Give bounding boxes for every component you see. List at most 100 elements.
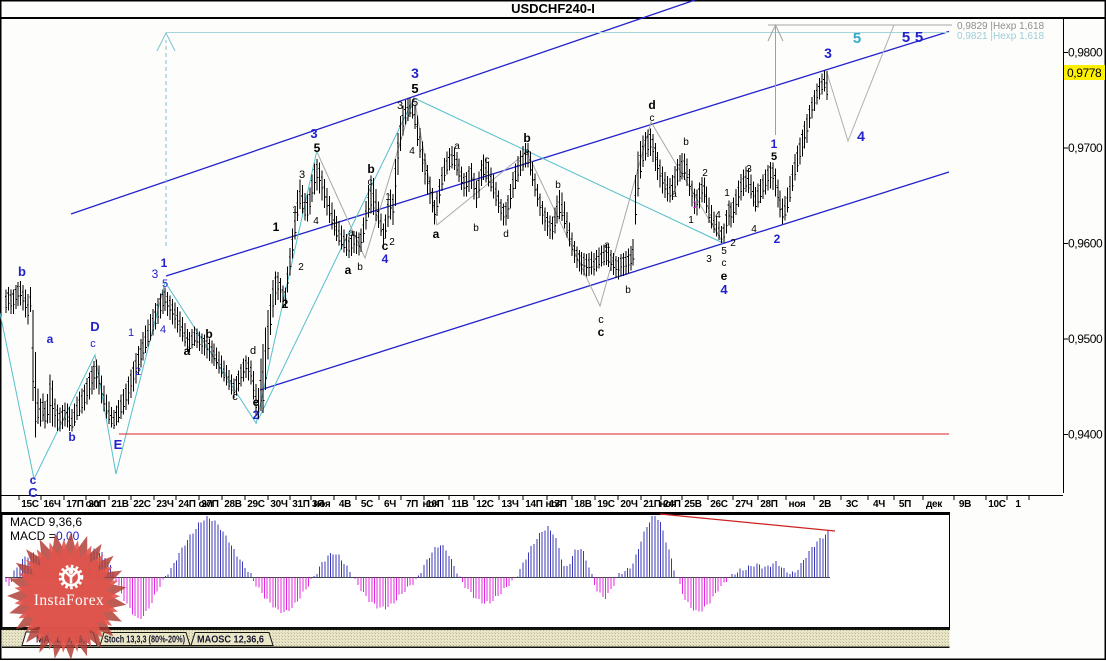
svg-text:USDCHF240-I: USDCHF240-I	[511, 1, 595, 16]
svg-text:3: 3	[824, 45, 832, 61]
svg-text:10С: 10С	[988, 499, 1006, 510]
svg-text:2: 2	[282, 297, 289, 311]
svg-text:2: 2	[135, 366, 141, 378]
svg-text:17П: 17П	[66, 499, 84, 510]
svg-text:0,9700: 0,9700	[1068, 141, 1103, 155]
svg-text:5: 5	[853, 30, 861, 47]
svg-text:30Ч: 30Ч	[270, 499, 288, 510]
svg-text:b: b	[367, 162, 374, 176]
svg-text:b: b	[523, 131, 530, 145]
svg-text:3: 3	[746, 164, 752, 175]
svg-text:0,9778: 0,9778	[1067, 66, 1102, 80]
svg-text:1: 1	[771, 137, 778, 151]
svg-text:17П: 17П	[549, 499, 567, 510]
svg-text:e: e	[253, 395, 260, 409]
svg-text:6Ч: 6Ч	[384, 499, 396, 510]
svg-text:4: 4	[313, 216, 319, 227]
svg-text:20П: 20П	[88, 499, 106, 510]
svg-text:Stoch 13,3,3 (80%-20%): Stoch 13,3,3 (80%-20%)	[104, 635, 185, 646]
svg-text:c: c	[485, 155, 490, 166]
svg-text:c: c	[598, 325, 605, 339]
svg-text:3: 3	[310, 126, 317, 141]
svg-text:ноя: ноя	[546, 499, 563, 510]
svg-text:MACD =: MACD =	[10, 529, 56, 543]
svg-text:3: 3	[152, 267, 159, 281]
svg-text:5С: 5С	[361, 499, 373, 510]
svg-text:5: 5	[412, 97, 418, 109]
svg-text:a: a	[345, 263, 352, 277]
svg-text:3: 3	[397, 100, 403, 112]
svg-text:1: 1	[128, 327, 134, 339]
svg-text:0,9829 |Hexp 1,618: 0,9829 |Hexp 1,618	[957, 21, 1045, 32]
svg-text:1: 1	[1015, 499, 1021, 510]
svg-text:5: 5	[902, 29, 910, 46]
svg-text:окт: окт	[85, 499, 101, 510]
svg-text:b: b	[555, 180, 561, 191]
svg-text:4: 4	[715, 210, 721, 221]
svg-text:26С: 26С	[710, 499, 728, 510]
svg-text:InstaForex: InstaForex	[34, 592, 104, 609]
svg-text:12С: 12С	[476, 499, 494, 510]
svg-text:0,00: 0,00	[56, 529, 80, 543]
svg-text:1: 1	[273, 220, 280, 234]
svg-text:21В: 21В	[111, 499, 129, 510]
svg-text:13Ч: 13Ч	[501, 499, 519, 510]
svg-text:29С: 29С	[247, 499, 265, 510]
svg-text:4: 4	[857, 128, 865, 144]
svg-text:a: a	[454, 141, 460, 152]
svg-text:4Ч: 4Ч	[873, 499, 885, 510]
svg-text:E: E	[114, 437, 123, 452]
svg-text:d: d	[503, 229, 509, 240]
svg-text:3: 3	[299, 169, 305, 181]
svg-text:a: a	[433, 227, 440, 241]
svg-text:2: 2	[702, 168, 708, 179]
svg-text:дек: дек	[926, 499, 943, 510]
svg-text:c: c	[30, 473, 37, 487]
svg-text:c: c	[722, 258, 727, 269]
svg-text:ноя: ноя	[423, 499, 440, 510]
svg-text:16Ч: 16Ч	[43, 499, 61, 510]
svg-text:0,9821 |Hexp 1,618: 0,9821 |Hexp 1,618	[957, 31, 1045, 42]
svg-text:14П: 14П	[525, 499, 543, 510]
svg-text:5П: 5П	[899, 499, 911, 510]
svg-text:d: d	[648, 98, 655, 112]
svg-text:10П: 10П	[426, 499, 444, 510]
svg-text:21П: 21П	[643, 499, 661, 510]
svg-text:9В: 9В	[959, 499, 971, 510]
svg-text:d: d	[250, 345, 256, 357]
svg-text:a: a	[47, 332, 54, 346]
svg-text:a: a	[184, 344, 191, 358]
svg-text:ноя: ноя	[789, 499, 806, 510]
svg-text:a: a	[671, 189, 677, 200]
svg-text:1: 1	[292, 205, 298, 216]
svg-text:b: b	[68, 430, 75, 444]
svg-text:1: 1	[688, 215, 694, 226]
svg-text:7П: 7П	[406, 499, 418, 510]
svg-text:1: 1	[724, 188, 730, 199]
svg-text:D: D	[90, 319, 99, 334]
svg-text:4: 4	[409, 146, 415, 157]
svg-text:0,9800: 0,9800	[1068, 46, 1103, 60]
svg-text:c: c	[650, 113, 655, 124]
svg-text:4: 4	[160, 324, 166, 336]
svg-text:5: 5	[721, 246, 727, 257]
svg-text:2: 2	[389, 237, 395, 248]
svg-text:b: b	[18, 264, 26, 279]
svg-text:20Ч: 20Ч	[620, 499, 638, 510]
svg-text:b: b	[625, 285, 631, 296]
svg-text:11В: 11В	[452, 499, 469, 510]
svg-text:c: c	[598, 314, 604, 326]
svg-text:31П: 31П	[292, 499, 310, 510]
svg-text:0,9600: 0,9600	[1068, 237, 1103, 251]
svg-text:b: b	[357, 262, 363, 273]
svg-text:e: e	[524, 147, 530, 158]
svg-text:24П: 24П	[178, 499, 196, 510]
svg-text:C: C	[28, 485, 38, 500]
svg-text:2: 2	[730, 238, 736, 249]
svg-text:ноя: ноя	[660, 499, 677, 510]
svg-text:2: 2	[298, 262, 304, 273]
svg-text:MACD 9,36,6: MACD 9,36,6	[10, 515, 82, 529]
svg-text:4: 4	[720, 282, 728, 297]
svg-text:c: c	[90, 338, 96, 350]
svg-text:b: b	[473, 223, 479, 234]
